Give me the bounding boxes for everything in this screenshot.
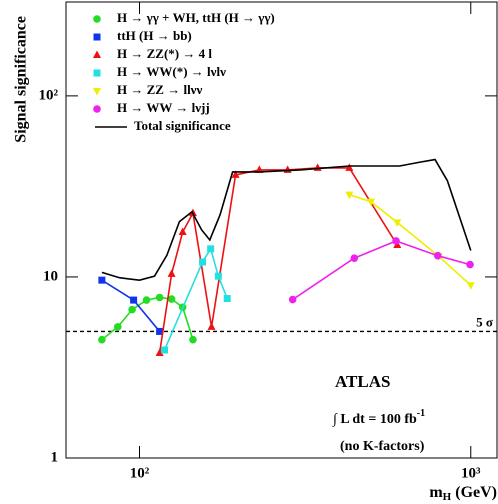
marker bbox=[288, 295, 297, 304]
y-axis-label: Signal significance bbox=[13, 16, 30, 143]
marker bbox=[207, 322, 216, 330]
y-tick-label: 10 bbox=[43, 268, 58, 284]
marker bbox=[433, 251, 442, 260]
luminosity-sup: -1 bbox=[417, 408, 425, 419]
marker bbox=[345, 191, 354, 200]
legend-label: ttH (H → bb) bbox=[117, 28, 192, 43]
marker bbox=[167, 269, 176, 277]
marker bbox=[98, 276, 106, 284]
marker bbox=[350, 254, 359, 262]
series-line bbox=[101, 296, 194, 341]
series-line bbox=[158, 167, 398, 354]
marker bbox=[214, 272, 222, 280]
legend-label: Total significance bbox=[134, 118, 231, 133]
marker bbox=[98, 335, 106, 344]
series-line bbox=[101, 158, 472, 281]
marker bbox=[392, 237, 400, 245]
marker bbox=[466, 260, 474, 269]
legend-marker bbox=[93, 88, 101, 96]
luminosity-main: ∫ L dt = 100 fb bbox=[332, 412, 417, 427]
marker bbox=[255, 165, 264, 173]
luminosity-label: ∫ L dt = 100 fb-1 bbox=[332, 408, 425, 427]
marker bbox=[466, 282, 475, 290]
x-tick-label: 10² bbox=[130, 465, 150, 481]
legend-label: H → WW(*) → lνlν bbox=[117, 64, 226, 79]
x-label-main: m bbox=[429, 484, 443, 501]
marker bbox=[178, 227, 187, 236]
marker bbox=[155, 348, 164, 357]
marker bbox=[223, 295, 231, 303]
x-label-sub: H bbox=[443, 491, 452, 503]
legend-marker bbox=[93, 50, 101, 58]
series-line bbox=[292, 240, 471, 301]
marker bbox=[113, 323, 122, 331]
marker bbox=[161, 346, 169, 354]
marker bbox=[128, 305, 136, 314]
marker bbox=[156, 327, 164, 335]
legend-label: H → ZZ → llνν bbox=[117, 82, 202, 97]
x-tick-label: 10³ bbox=[461, 465, 481, 481]
marker bbox=[207, 245, 215, 253]
legend-marker bbox=[93, 33, 101, 41]
x-label-rest: (GeV) bbox=[451, 484, 497, 501]
marker bbox=[199, 258, 207, 266]
plot-frame bbox=[65, 1, 498, 459]
series-line bbox=[349, 193, 472, 286]
marker bbox=[345, 163, 354, 171]
legend-marker bbox=[93, 69, 101, 77]
reference-label: 5 σ bbox=[476, 314, 493, 329]
legend-label: H → γγ + WH, ttH (H → γγ) bbox=[117, 10, 275, 25]
marker bbox=[130, 296, 138, 304]
y-tick-label: 10² bbox=[39, 87, 59, 103]
note-label: (no K-factors) bbox=[340, 439, 425, 454]
legend-label: H → WW → lνjj bbox=[117, 100, 210, 115]
marker bbox=[189, 335, 197, 344]
series-line bbox=[101, 279, 161, 332]
marker bbox=[142, 296, 151, 304]
y-tick-label: 1 bbox=[51, 449, 59, 465]
marker bbox=[367, 198, 376, 207]
legend-marker bbox=[93, 15, 101, 23]
legend-label: H → ZZ(*) → 4 l bbox=[117, 46, 212, 61]
legend-marker bbox=[93, 105, 101, 113]
x-axis-label: mH (GeV) bbox=[429, 484, 497, 503]
marker bbox=[155, 293, 164, 302]
marker bbox=[167, 295, 176, 303]
experiment-label: ATLAS bbox=[335, 372, 390, 391]
marker bbox=[231, 170, 240, 178]
marker bbox=[393, 219, 402, 227]
